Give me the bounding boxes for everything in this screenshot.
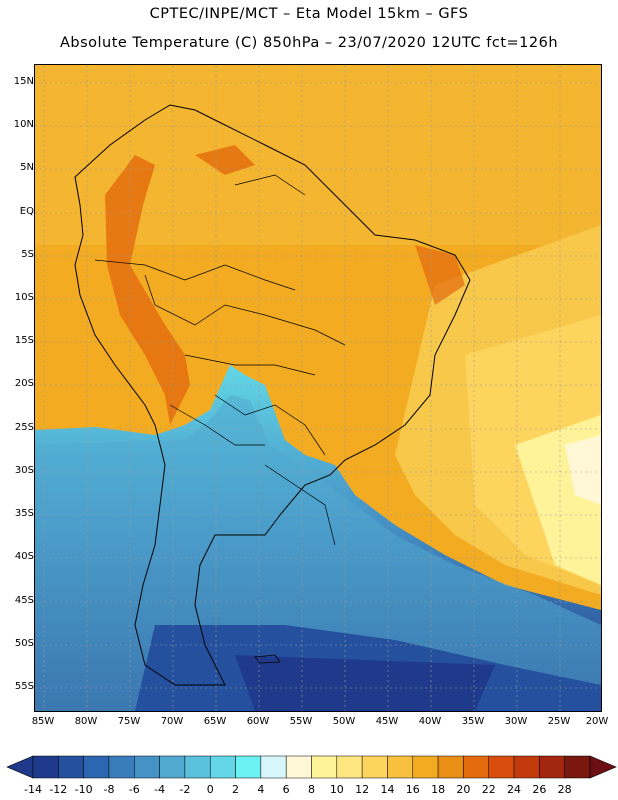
colorbar-tick-label: 14 bbox=[380, 783, 395, 796]
colorbar-swatch bbox=[83, 755, 110, 779]
colorbar-tick-label: 10 bbox=[329, 783, 344, 796]
colorbar-tick-label: 0 bbox=[206, 783, 214, 796]
colorbar-tick-label: -14 bbox=[24, 783, 42, 796]
guiana-warm-patch bbox=[195, 145, 255, 175]
colorbar-swatch bbox=[260, 755, 287, 779]
lat-label: 10S bbox=[14, 292, 34, 303]
colorbar-swatch bbox=[209, 755, 236, 779]
colorbar-tick-label: -8 bbox=[103, 783, 115, 796]
map-grid bbox=[35, 65, 601, 711]
lon-label: 30W bbox=[504, 716, 528, 727]
lat-label: 50S bbox=[14, 638, 34, 649]
lon-label: 25W bbox=[547, 716, 571, 727]
lon-label: 45W bbox=[375, 716, 399, 727]
colorbar-swatch bbox=[361, 755, 388, 779]
colorbar-tick-label: 24 bbox=[507, 783, 522, 796]
colorbar-swatch bbox=[285, 755, 312, 779]
colorbar-swatch bbox=[311, 755, 338, 779]
lat-label: 25S bbox=[14, 422, 34, 433]
colorbar-arrow-low bbox=[6, 755, 34, 779]
colorbar bbox=[6, 755, 617, 779]
lon-label: 85W bbox=[31, 716, 55, 727]
lat-label: EQ bbox=[19, 206, 34, 217]
colorbar-tick-label: -10 bbox=[74, 783, 93, 796]
lat-label: 40S bbox=[14, 551, 34, 562]
colorbar-tick-label: 16 bbox=[405, 783, 420, 796]
temperature-map bbox=[34, 64, 602, 712]
andes-warm-ridge bbox=[105, 155, 190, 425]
lat-label: 10N bbox=[13, 119, 34, 130]
lat-label: 5N bbox=[20, 162, 34, 173]
colorbar-tick-label: 22 bbox=[481, 783, 496, 796]
lat-label: 45S bbox=[14, 595, 34, 606]
lon-label: 35W bbox=[461, 716, 485, 727]
colorbar-swatch bbox=[159, 755, 186, 779]
chart-title-line2: Absolute Temperature (C) 850hPa – 23/07/… bbox=[59, 35, 559, 51]
lat-label: 15S bbox=[14, 335, 34, 346]
coldest-zone bbox=[235, 655, 495, 711]
map-svg bbox=[35, 65, 601, 711]
colorbar-swatch bbox=[387, 755, 414, 779]
colorbar-tick-label: -2 bbox=[179, 783, 191, 796]
lon-label: 50W bbox=[332, 716, 356, 727]
colorbar-tick-label: 2 bbox=[232, 783, 240, 796]
colorbar-swatch bbox=[564, 755, 591, 779]
lon-label: 70W bbox=[160, 716, 184, 727]
colorbar-swatch bbox=[539, 755, 565, 779]
colorbar-swatch bbox=[58, 755, 84, 779]
colorbar-tick-label: 26 bbox=[532, 783, 547, 796]
colorbar-tick-label: -6 bbox=[128, 783, 140, 796]
lon-label: 65W bbox=[203, 716, 227, 727]
falkland-islands bbox=[254, 654, 281, 664]
ne-brazil-warm-patch bbox=[415, 245, 465, 305]
colorbar-tick-label: 20 bbox=[456, 783, 471, 796]
colorbar-swatch bbox=[184, 755, 211, 779]
colorbar-tick-label: 8 bbox=[308, 783, 315, 796]
colorbar-swatch bbox=[336, 755, 363, 779]
colorbar-swatch bbox=[412, 755, 439, 779]
lon-label: 75W bbox=[117, 716, 141, 727]
colorbar-swatch bbox=[463, 755, 489, 779]
colorbar-swatch bbox=[108, 755, 135, 779]
colorbar-swatch bbox=[235, 755, 262, 779]
colorbar-tick-label: -4 bbox=[154, 783, 166, 796]
colorbar-swatch bbox=[134, 755, 160, 779]
colorbar-tick-label: 18 bbox=[431, 783, 446, 796]
colorbar-tick-label: 4 bbox=[257, 783, 265, 796]
colorbar-swatch bbox=[437, 755, 464, 779]
lat-label: 5S bbox=[21, 249, 34, 260]
country-borders bbox=[94, 174, 346, 546]
lat-label: 55S bbox=[14, 681, 34, 692]
colorbar-tick-label: 28 bbox=[557, 783, 572, 796]
lon-label: 20W bbox=[585, 716, 609, 727]
lon-label: 60W bbox=[246, 716, 270, 727]
colorbar-swatch bbox=[32, 755, 59, 779]
atlantic-white-zone bbox=[565, 435, 601, 505]
lat-label: 15N bbox=[13, 76, 34, 87]
colorbar-arrow-high bbox=[589, 755, 617, 779]
lon-label: 40W bbox=[418, 716, 442, 727]
colorbar-tick-label: 12 bbox=[355, 783, 370, 796]
south-america-coastline bbox=[74, 104, 471, 686]
lat-label: 20S bbox=[14, 378, 34, 389]
colorbar-swatch bbox=[488, 755, 515, 779]
colorbar-tick-label: -12 bbox=[49, 783, 68, 796]
chart-title-line1: CPTEC/INPE/MCT – Eta Model 15km – GFS bbox=[149, 6, 469, 22]
lat-label: 30S bbox=[14, 465, 34, 476]
lon-label: 55W bbox=[289, 716, 313, 727]
lon-label: 80W bbox=[74, 716, 98, 727]
colorbar-swatch bbox=[513, 755, 540, 779]
lat-label: 35S bbox=[14, 508, 34, 519]
colorbar-tick-label: 6 bbox=[282, 783, 290, 796]
